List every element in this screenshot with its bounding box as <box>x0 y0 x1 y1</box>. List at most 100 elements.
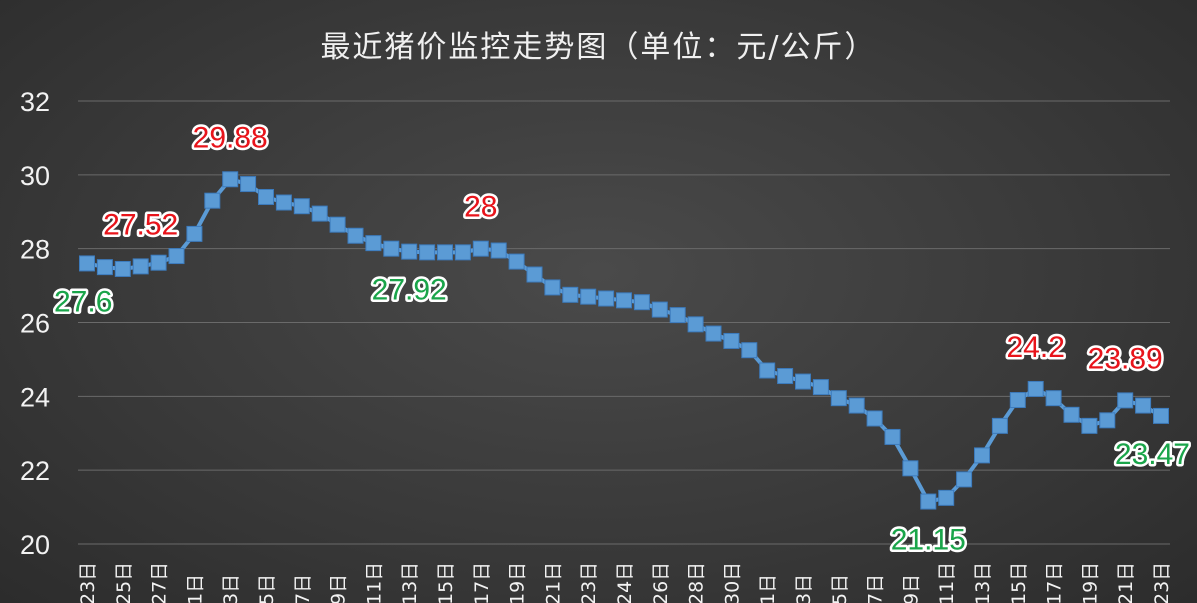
data-point-marker <box>884 428 901 445</box>
data-label: 23.47 <box>1115 438 1190 471</box>
x-tick-label: 5日 <box>256 574 278 603</box>
data-point-marker <box>293 198 310 215</box>
data-point-marker <box>544 279 561 296</box>
data-labels: 27.6 27.52 29.88 27.92 28 21.15 24.2 23.89 23.47 <box>52 119 1193 559</box>
data-point-marker <box>311 205 328 222</box>
data-point-marker <box>616 292 632 309</box>
x-tick-label: 23日 <box>1151 562 1173 603</box>
data-label: 27.6 <box>54 285 112 318</box>
y-tick-label: 20 <box>20 530 50 560</box>
x-tick-label: 13日 <box>399 562 421 603</box>
x-tick-label: 17日 <box>471 562 493 603</box>
x-tick-label: 28日 <box>686 562 708 603</box>
x-tick-label: 5日 <box>829 574 851 603</box>
y-axis-ticks: 20 22 24 26 28 30 32 <box>20 87 50 560</box>
series-markers <box>79 171 1169 510</box>
data-point-marker <box>956 471 973 488</box>
data-point-marker <box>1135 397 1152 414</box>
data-point-marker <box>490 242 507 259</box>
data-label: 29.88 <box>193 121 268 154</box>
data-point-marker <box>437 244 453 261</box>
x-tick-label: 9日 <box>900 574 922 603</box>
data-label: 27.52 <box>103 208 178 241</box>
data-point-marker <box>741 342 758 359</box>
x-tick-label: 11日 <box>363 562 385 603</box>
data-point-marker <box>347 227 364 244</box>
x-tick-label: 23日 <box>77 562 99 603</box>
x-tick-label: 15日 <box>435 562 457 603</box>
x-tick-label: 26日 <box>650 562 672 603</box>
x-tick-label: 19日 <box>507 562 529 603</box>
data-point-marker <box>526 266 543 283</box>
data-point-marker <box>759 362 776 379</box>
x-tick-label: 7日 <box>292 574 314 603</box>
x-tick-label: 9日 <box>328 574 350 603</box>
data-point-marker <box>705 325 722 342</box>
data-point-marker <box>723 332 740 349</box>
y-tick-label: 30 <box>20 161 50 191</box>
data-point-marker <box>633 294 650 311</box>
price-line <box>86 177 1162 504</box>
x-tick-label: 27日 <box>149 562 171 603</box>
data-point-marker <box>79 255 95 272</box>
x-tick-label: 3日 <box>793 574 815 603</box>
data-label: 27.92 <box>372 274 447 307</box>
y-tick-label: 28 <box>20 235 50 265</box>
x-tick-label: 25日 <box>113 562 135 603</box>
data-point-marker <box>830 390 847 407</box>
x-tick-label: 21日 <box>542 562 564 603</box>
data-point-marker <box>795 373 811 390</box>
data-point-marker <box>866 410 883 427</box>
data-point-marker <box>1045 390 1062 407</box>
data-label: 23.89 <box>1088 342 1163 375</box>
data-point-marker <box>204 192 221 209</box>
y-tick-label: 24 <box>20 382 50 412</box>
x-tick-label: 15日 <box>1008 562 1030 603</box>
y-tick-label: 32 <box>20 87 50 117</box>
data-point-marker <box>651 301 668 318</box>
data-point-marker <box>938 489 955 506</box>
data-point-marker <box>329 216 346 233</box>
data-point-marker <box>132 258 149 275</box>
data-point-marker <box>240 176 257 193</box>
data-point-marker <box>598 290 615 307</box>
data-label: 21.15 <box>891 524 966 557</box>
x-tick-label: 7日 <box>865 574 887 603</box>
data-point-marker <box>401 243 418 260</box>
data-point-marker <box>1153 407 1169 424</box>
data-point-marker <box>1081 417 1098 434</box>
x-tick-label: 30日 <box>721 562 743 603</box>
series-line <box>86 177 1162 504</box>
x-tick-label: 19日 <box>1079 562 1101 603</box>
data-point-marker <box>96 259 113 276</box>
x-tick-label: 17日 <box>1044 562 1066 603</box>
data-point-marker <box>812 379 829 396</box>
grid-lines <box>78 100 1170 545</box>
data-point-marker <box>902 460 919 477</box>
y-tick-label: 26 <box>20 309 50 339</box>
data-point-marker <box>508 253 525 270</box>
data-label: 24.2 <box>1007 331 1065 364</box>
data-point-marker <box>168 248 185 265</box>
data-point-marker <box>114 260 131 277</box>
data-point-marker <box>454 244 471 261</box>
data-point-marker <box>777 368 794 385</box>
x-tick-label: 23日 <box>578 562 600 603</box>
data-point-marker <box>472 240 489 257</box>
data-point-marker <box>1117 392 1134 409</box>
data-point-marker <box>150 254 167 271</box>
y-tick-label: 22 <box>20 456 50 486</box>
x-tick-label: 11日 <box>936 562 958 603</box>
x-tick-label: 13日 <box>972 562 994 603</box>
chart-title: 最近猪价监控走势图（单位：元/公斤） <box>320 30 877 65</box>
x-tick-label: 1日 <box>184 574 206 603</box>
data-point-marker <box>1009 392 1026 409</box>
data-point-marker <box>580 288 597 305</box>
data-point-marker <box>1027 380 1044 397</box>
data-point-marker <box>1063 406 1080 423</box>
data-point-marker <box>991 417 1008 434</box>
x-tick-label: 24日 <box>614 562 636 603</box>
data-point-marker <box>383 240 400 257</box>
data-point-marker <box>669 307 686 324</box>
